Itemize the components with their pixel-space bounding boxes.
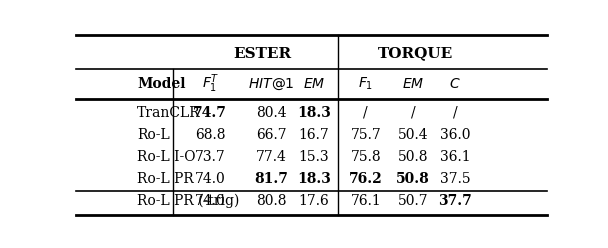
Text: 68.8: 68.8: [195, 128, 226, 142]
Text: ESTER: ESTER: [233, 47, 291, 61]
Text: 81.7: 81.7: [255, 172, 288, 186]
Text: 50.4: 50.4: [398, 128, 428, 142]
Text: 74.7: 74.7: [193, 106, 227, 120]
Text: 37.7: 37.7: [438, 194, 472, 208]
Text: Ro-L PR: Ro-L PR: [137, 172, 194, 186]
Text: 50.8: 50.8: [396, 172, 430, 186]
Text: $F_1^T$: $F_1^T$: [201, 73, 219, 95]
Text: 75.7: 75.7: [350, 128, 381, 142]
Text: Ro-L: Ro-L: [137, 128, 170, 142]
Text: 36.0: 36.0: [440, 128, 471, 142]
Text: Ro-L I-O: Ro-L I-O: [137, 150, 196, 164]
Text: 80.4: 80.4: [256, 106, 287, 120]
Text: 76.1: 76.1: [350, 194, 381, 208]
Text: TranCLR: TranCLR: [137, 106, 201, 120]
Text: TORQUE: TORQUE: [378, 47, 453, 61]
Text: $C$: $C$: [449, 77, 461, 91]
Text: 66.7: 66.7: [256, 128, 287, 142]
Text: 15.3: 15.3: [299, 150, 330, 164]
Text: 76.2: 76.2: [349, 172, 382, 186]
Text: 73.7: 73.7: [195, 150, 226, 164]
Text: $F_1$: $F_1$: [358, 76, 373, 93]
Text: 80.8: 80.8: [257, 194, 287, 208]
Text: 18.3: 18.3: [297, 172, 331, 186]
Text: 17.6: 17.6: [299, 194, 330, 208]
Text: $EM$: $EM$: [402, 77, 424, 91]
Text: /: /: [410, 106, 415, 120]
Text: $EM$: $EM$: [303, 77, 325, 91]
Text: 50.7: 50.7: [398, 194, 428, 208]
Text: Model: Model: [137, 77, 186, 91]
Text: 37.5: 37.5: [440, 172, 471, 186]
Text: 77.4: 77.4: [256, 150, 287, 164]
Text: 74.0: 74.0: [195, 172, 226, 186]
Text: 50.8: 50.8: [398, 150, 428, 164]
Text: /: /: [453, 106, 458, 120]
Text: 36.1: 36.1: [440, 150, 471, 164]
Text: 75.8: 75.8: [350, 150, 381, 164]
Text: Ro-L PR (-trig): Ro-L PR (-trig): [137, 193, 240, 208]
Text: /: /: [364, 106, 368, 120]
Text: $HIT@1$: $HIT@1$: [248, 77, 295, 92]
Text: 74.0: 74.0: [195, 194, 226, 208]
Text: 18.3: 18.3: [297, 106, 331, 120]
Text: 16.7: 16.7: [299, 128, 330, 142]
